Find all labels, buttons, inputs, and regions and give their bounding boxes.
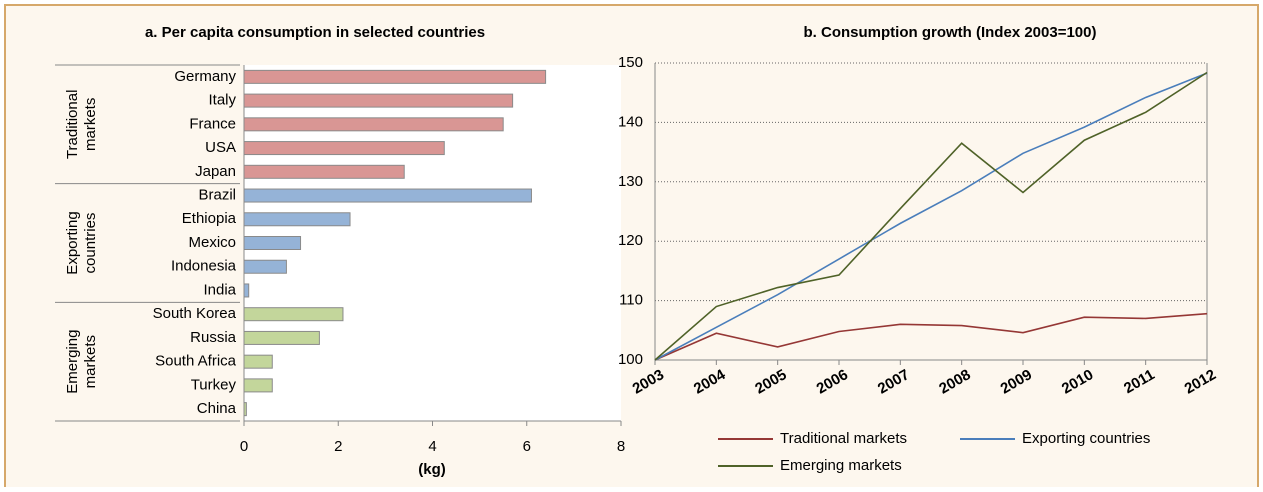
group-label: Exportingcountries [64,211,99,274]
y-tick-label: South Africa [155,353,237,370]
bar [243,236,302,250]
y-tick-label: 150 [618,54,643,71]
chart-title: b. Consumption growth (Index 2003=100) [804,24,1097,41]
y-tick-label: Mexico [188,234,236,251]
y-tick-label: Ethiopia [182,210,237,227]
bar [243,164,405,179]
bar [243,69,547,84]
bar [243,378,273,393]
line [654,312,1208,361]
x-tick-label: 0 [240,438,248,455]
y-tick-label: 140 [618,113,643,130]
line [654,72,1208,361]
bar [243,307,344,322]
y-tick-label: USA [205,139,236,156]
y-tick-label: 110 [619,292,643,309]
bar [243,354,273,369]
y-tick-label: Germany [174,68,236,85]
y-tick-label: Brazil [198,187,236,204]
legend-label: Exporting countries [1022,430,1150,447]
y-tick-label: 120 [618,232,643,249]
y-tick-label: Indonesia [171,258,237,275]
x-tick-label: 2 [334,438,342,455]
y-tick-label: 100 [618,351,643,368]
legend-label: Traditional markets [780,430,907,447]
y-tick-label: Russia [190,329,237,346]
bar [243,283,250,298]
y-tick-label: France [189,115,236,132]
x-tick-label: 8 [617,438,625,455]
chart-title: a. Per capita consumption in selected co… [145,24,485,41]
bar [243,117,504,132]
bar [243,93,514,108]
y-tick-label: India [203,281,236,298]
y-tick-label: Turkey [191,376,237,393]
y-tick-label: Italy [208,92,236,109]
frame [4,4,1259,492]
bar [243,402,247,417]
bar [243,188,532,203]
bar [243,212,351,227]
y-tick-label: 130 [618,173,643,190]
y-tick-label: Japan [195,163,236,180]
bar [243,259,287,274]
group-label: Emergingmarkets [64,330,99,394]
y-tick-label: China [197,400,237,417]
line [654,71,1208,361]
bar [243,141,445,156]
bar [243,330,320,345]
x-axis-label: (kg) [418,461,446,478]
legend-label: Emerging markets [780,457,902,474]
y-tick-label: South Korea [153,305,237,322]
x-tick-label: 6 [523,438,531,455]
group-label: Traditionalmarkets [64,90,99,159]
x-tick-label: 4 [428,438,436,455]
